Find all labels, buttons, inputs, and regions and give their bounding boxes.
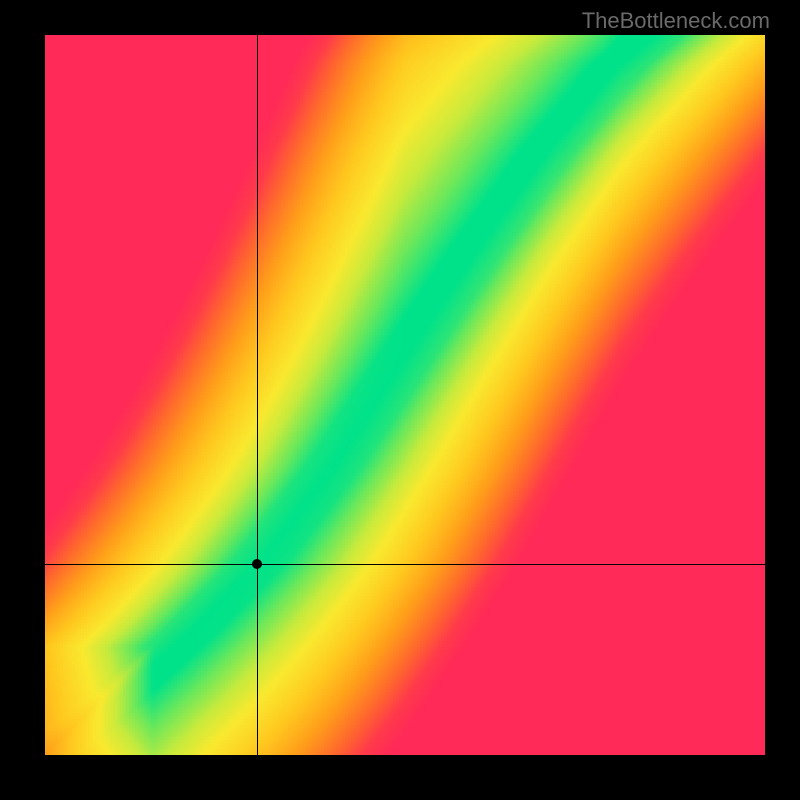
crosshair-vertical: [257, 35, 258, 755]
bottleneck-chart: [45, 35, 765, 755]
heatmap-canvas: [45, 35, 765, 755]
crosshair-horizontal: [45, 564, 765, 565]
crosshair-marker-dot: [252, 559, 262, 569]
watermark-text: TheBottleneck.com: [582, 8, 770, 34]
